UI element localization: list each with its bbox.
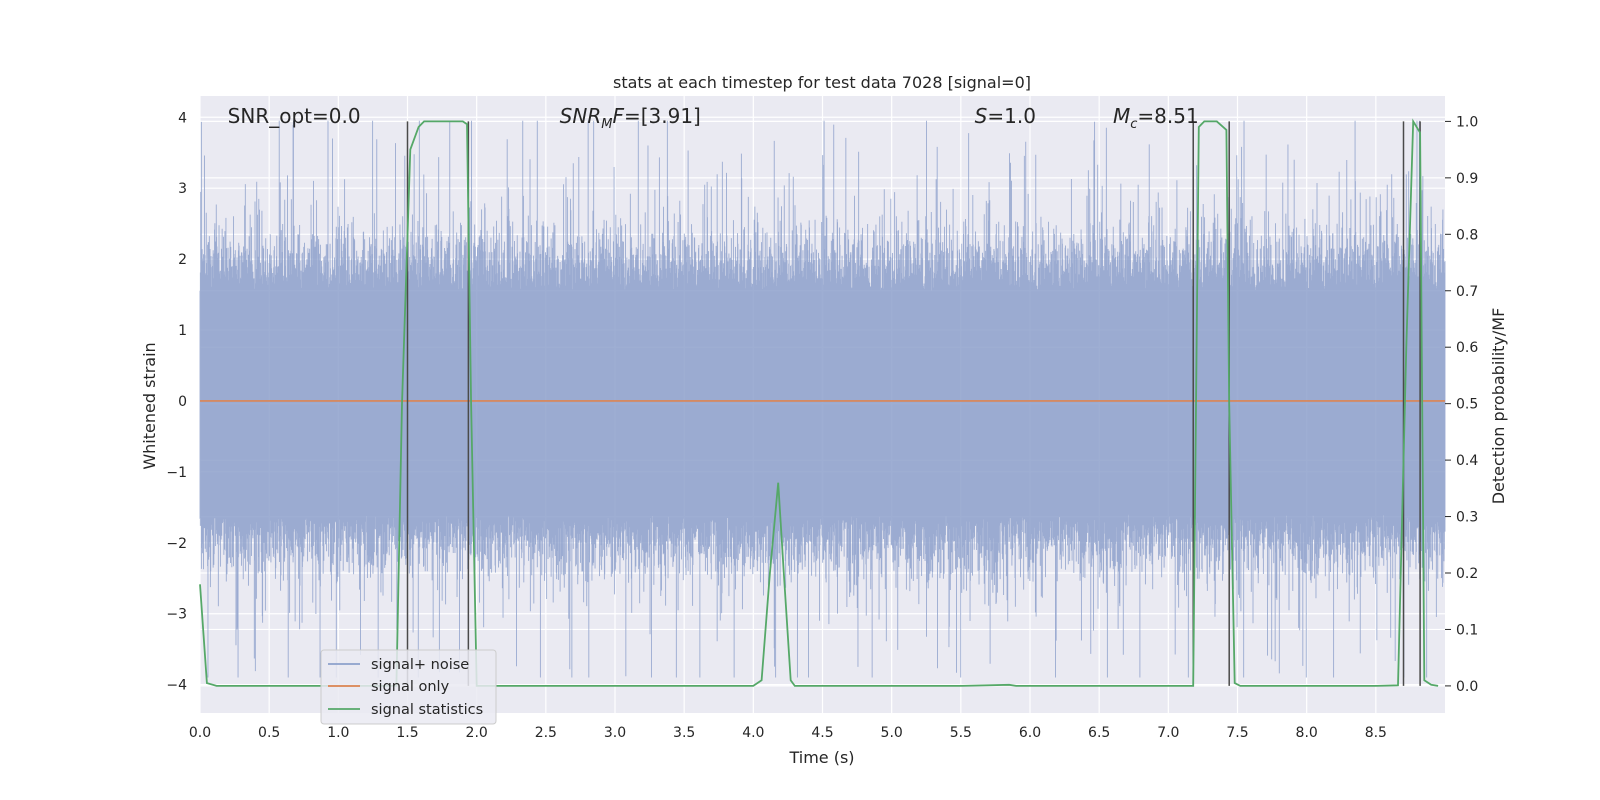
annotations: SNR_opt=0.0 SNRMF=[3.91] S=1.0 Mc=8.51 xyxy=(228,104,1199,132)
y-right-tick-label: 0.1 xyxy=(1456,622,1478,638)
y-right-tick-label: 1.0 xyxy=(1456,114,1478,130)
y-right-tick-label: 0.7 xyxy=(1456,284,1478,300)
legend: signal+ noise signal only signal statist… xyxy=(320,649,497,725)
x-tick-label: 3.5 xyxy=(673,725,695,741)
x-tick-label: 4.5 xyxy=(811,725,833,741)
x-tick-label: 5.0 xyxy=(881,725,903,741)
y-axis-label: Whitened strain xyxy=(140,342,159,469)
x-axis: 0.0 0.5 1.0 1.5 2.0 2.5 3.0 3.5 4.0 4.5 5.0 5.5 6.0 6… xyxy=(189,725,1387,741)
legend-label-noise: signal+ noise xyxy=(371,657,469,673)
signal-statistics-series xyxy=(199,118,1439,687)
x-tick-label: 4.0 xyxy=(742,725,764,741)
x-axis-label: Time (s) xyxy=(788,748,854,767)
x-tick-label: 2.0 xyxy=(466,725,488,741)
y-tick-label: 0 xyxy=(178,394,187,410)
y-tick-label: −2 xyxy=(166,536,187,552)
legend-label-signal: signal only xyxy=(371,679,450,695)
legend-box xyxy=(320,649,497,725)
x-tick-label: 2.5 xyxy=(535,725,557,741)
y-tick-label: 3 xyxy=(178,181,187,197)
y-right-tick-label: 0.3 xyxy=(1456,510,1478,526)
x-tick-label: 3.0 xyxy=(604,725,626,741)
x-tick-label: 0.5 xyxy=(258,725,280,741)
x-tick-label: 0.0 xyxy=(189,725,211,741)
chart-title: stats at each timestep for test data 702… xyxy=(613,73,1031,92)
x-tick-label: 1.5 xyxy=(396,725,418,741)
y-tick-label: −3 xyxy=(166,607,187,623)
x-tick-label: 1.0 xyxy=(327,725,349,741)
y-right-tick-label: 0.9 xyxy=(1456,171,1478,187)
annotation-text: Mc=8.51 xyxy=(1113,104,1199,132)
y-tick-label: −4 xyxy=(166,678,187,694)
x-tick-label: 7.5 xyxy=(1226,725,1248,741)
x-tick-label: 8.5 xyxy=(1365,725,1387,741)
y-right-tick-label: 0.6 xyxy=(1456,340,1478,356)
x-tick-label: 7.0 xyxy=(1157,725,1179,741)
y-tick-label: 1 xyxy=(178,323,187,339)
x-tick-label: 6.0 xyxy=(1019,725,1041,741)
signal-statistics-line xyxy=(199,118,1439,687)
y-right-tick-label: 0.2 xyxy=(1456,566,1478,582)
legend-label-stats: signal statistics xyxy=(371,702,483,718)
y-right-tick-label: 0.0 xyxy=(1456,679,1478,695)
x-tick-label: 6.5 xyxy=(1088,725,1110,741)
y-right-tick-label: 0.4 xyxy=(1456,453,1478,469)
annotation-text: SNR_opt=0.0 xyxy=(228,104,361,128)
y-axis-left: 4 3 2 1 0 −1 −2 −3 −4 xyxy=(166,110,187,693)
y-right-tick-label: 0.5 xyxy=(1456,397,1478,413)
y-axis-right-label: Detection probability/MF xyxy=(1489,308,1508,505)
annotation-text: S=1.0 xyxy=(975,104,1036,128)
x-tick-label: 8.0 xyxy=(1296,725,1318,741)
x-tick-label: 5.5 xyxy=(950,725,972,741)
annotation-text: SNRMF=[3.91] xyxy=(560,104,701,132)
y-tick-label: −1 xyxy=(166,465,187,481)
y-right-tick-label: 0.8 xyxy=(1456,227,1478,243)
y-tick-label: 4 xyxy=(178,110,187,126)
y-tick-label: 2 xyxy=(178,252,187,268)
y-axis-right: 1.0 0.9 0.8 0.7 0.6 0.5 0.4 0.3 0.2 0.1 0.0 xyxy=(1445,114,1478,695)
